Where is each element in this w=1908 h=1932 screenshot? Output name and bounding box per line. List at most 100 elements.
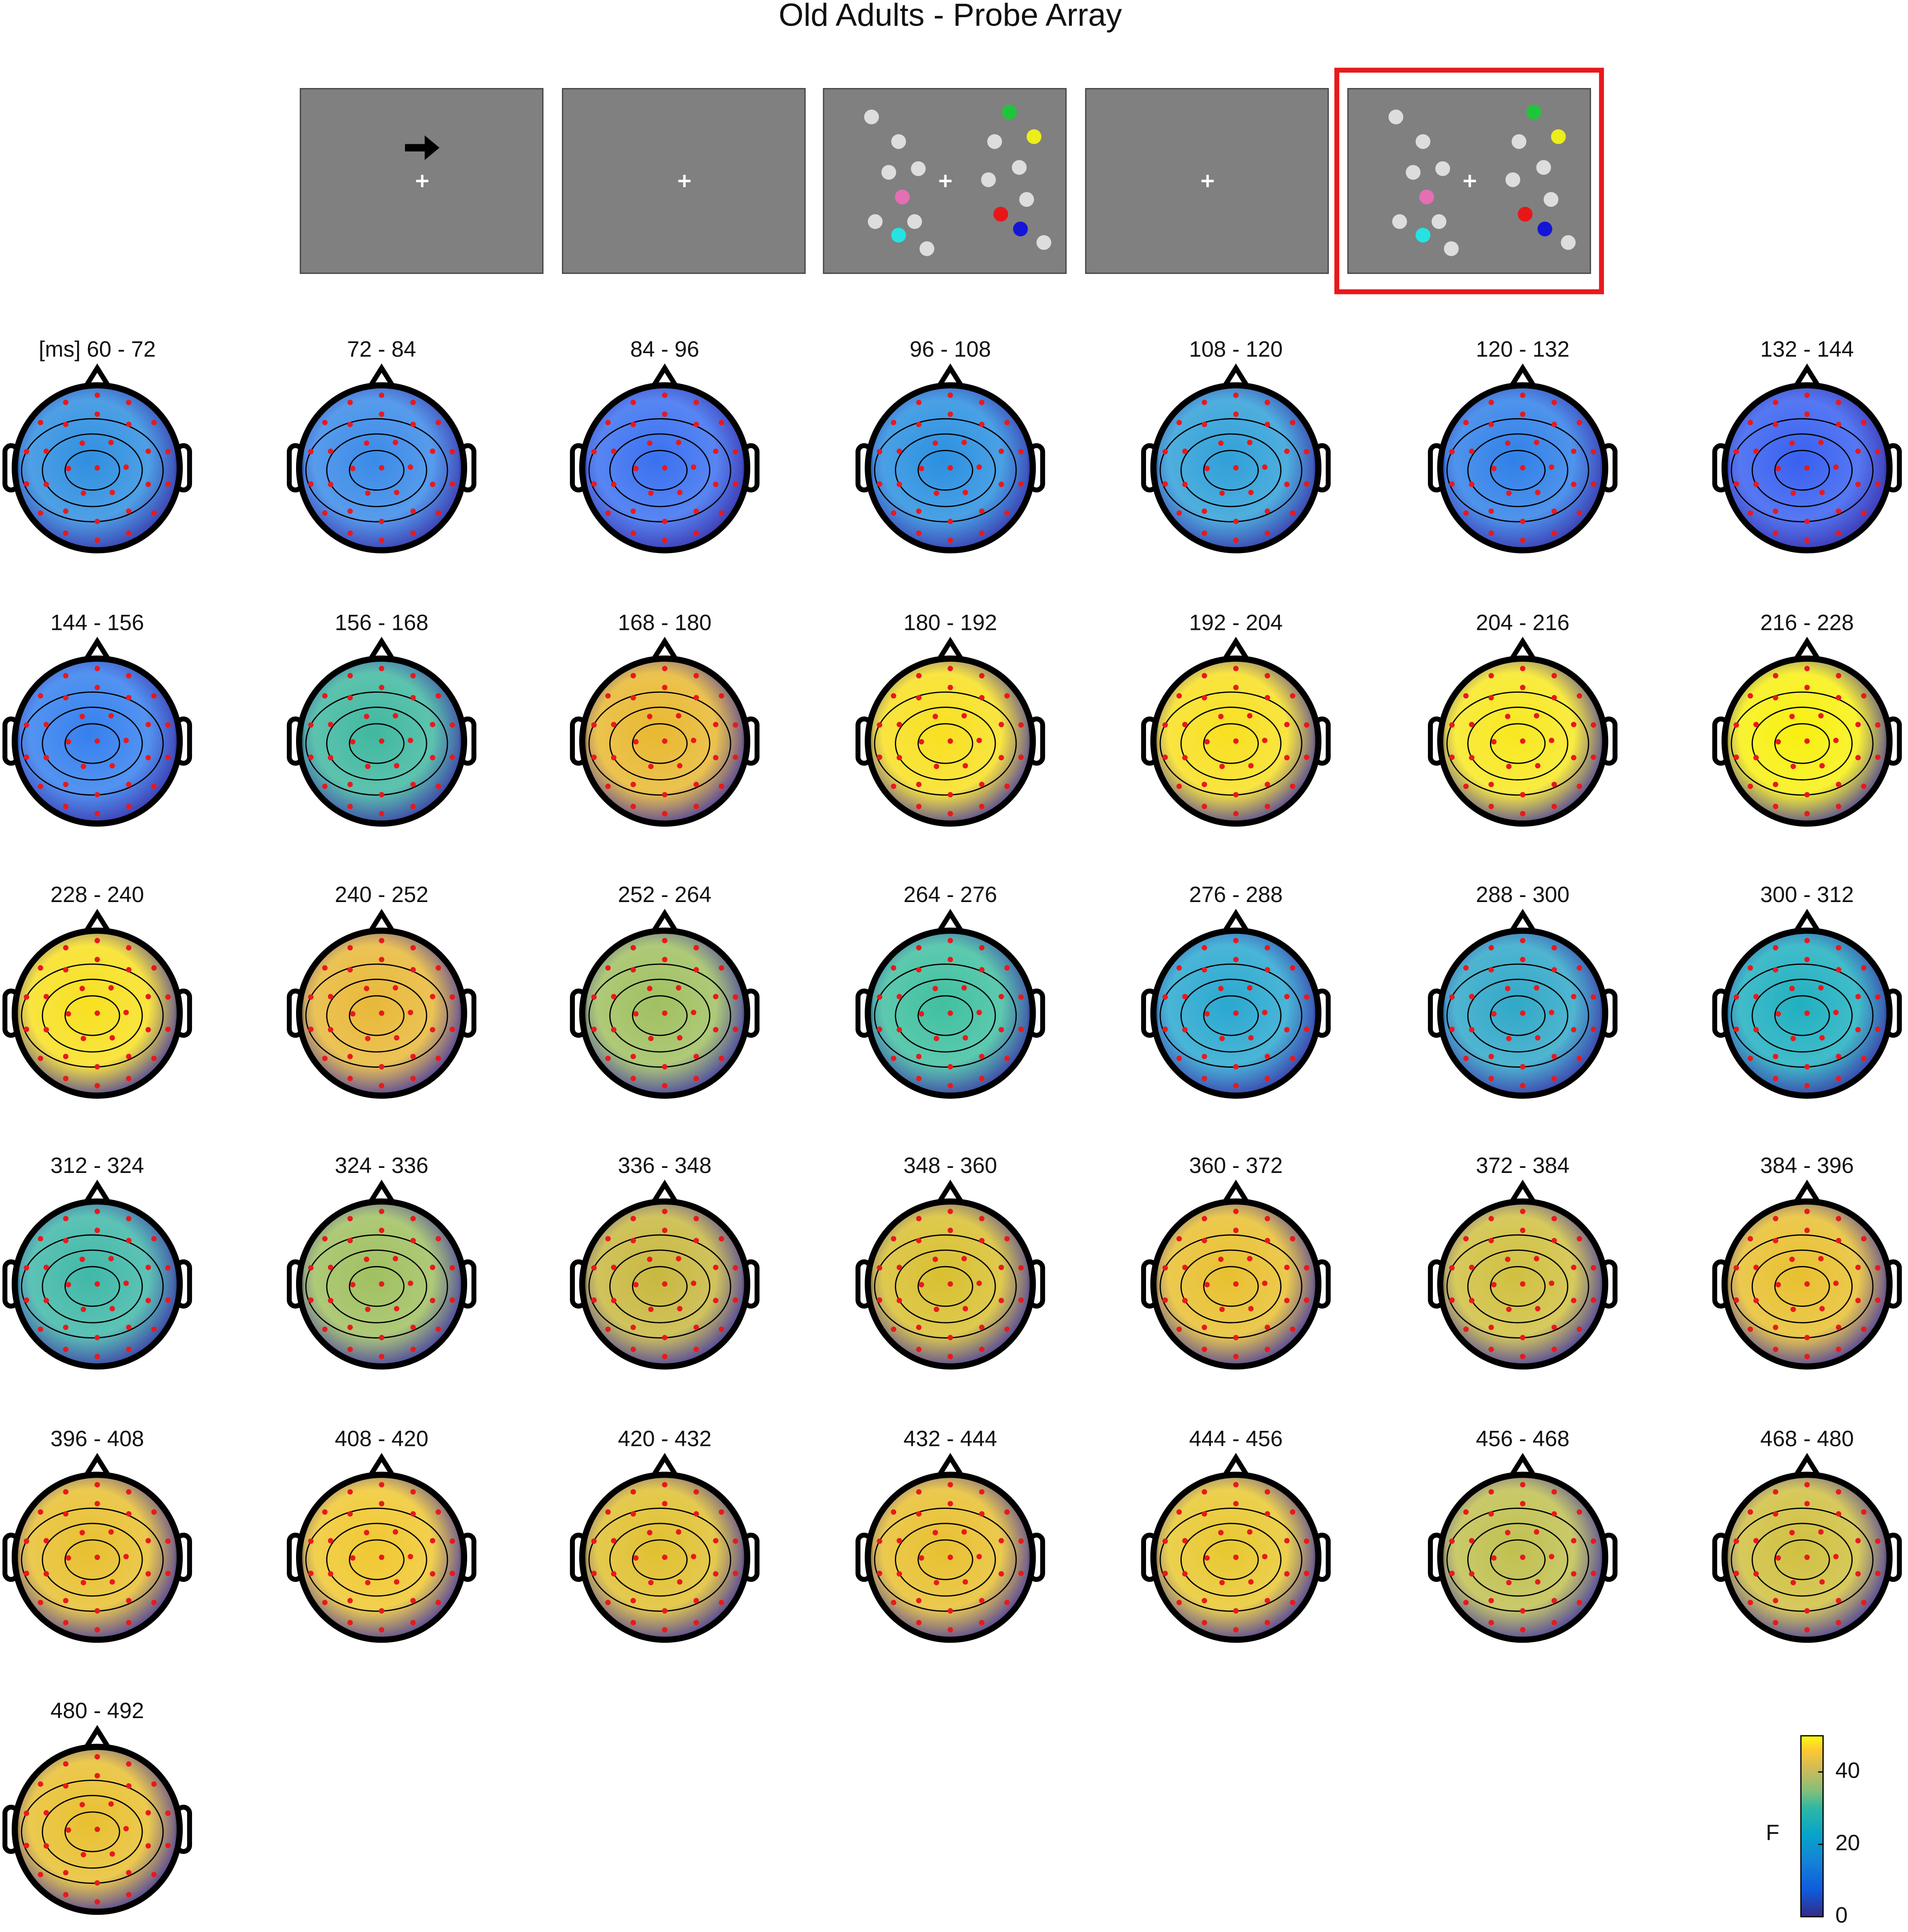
contour-line xyxy=(609,1249,710,1324)
electrode xyxy=(662,1209,668,1214)
contour-line xyxy=(64,1539,120,1580)
electrode xyxy=(1773,508,1778,514)
electrode xyxy=(933,490,939,496)
electrode xyxy=(1520,392,1526,398)
electrode xyxy=(1233,1554,1239,1560)
contour-line xyxy=(1446,1508,1589,1612)
electrode xyxy=(1773,1076,1778,1082)
electrode xyxy=(611,481,617,487)
contour-line xyxy=(1490,450,1546,491)
electrode xyxy=(1004,1056,1010,1061)
electrode xyxy=(1520,938,1526,944)
electrode xyxy=(379,684,385,690)
electrode xyxy=(322,965,328,971)
electrode xyxy=(1835,421,1841,427)
electrode xyxy=(450,994,455,1000)
electrode xyxy=(43,1027,49,1032)
electrode xyxy=(126,695,132,701)
electrode xyxy=(897,1538,902,1544)
electrode xyxy=(1551,1076,1557,1082)
electrode xyxy=(410,1489,416,1495)
electrode xyxy=(1804,811,1810,816)
electrode xyxy=(379,538,385,543)
contour-line xyxy=(1467,1523,1568,1597)
electrode xyxy=(1571,1298,1577,1303)
electrode xyxy=(1861,510,1867,516)
electrode xyxy=(94,1754,100,1760)
electrode xyxy=(1304,1026,1310,1032)
electrode xyxy=(165,754,171,760)
electrode xyxy=(1734,722,1739,728)
contour-line xyxy=(1446,1234,1589,1339)
electrode xyxy=(1463,510,1469,516)
electrode xyxy=(435,1599,441,1605)
contour-line xyxy=(42,433,143,507)
electrode xyxy=(151,1599,157,1605)
electrode xyxy=(126,1761,132,1767)
electrode xyxy=(1201,1511,1207,1517)
electrode xyxy=(876,994,882,1000)
electrode xyxy=(38,1056,44,1061)
electrode xyxy=(328,1027,333,1032)
electrode xyxy=(450,754,455,760)
electrode xyxy=(962,763,968,769)
electrode xyxy=(347,1053,353,1059)
electrode xyxy=(328,481,333,487)
electrode xyxy=(109,1851,115,1857)
electrode xyxy=(1534,985,1539,991)
contour-line xyxy=(1731,691,1874,796)
electrode xyxy=(146,481,151,487)
electrode xyxy=(733,1571,738,1576)
electrode xyxy=(146,1538,151,1544)
electrode xyxy=(1753,1264,1759,1270)
electrode xyxy=(1201,782,1207,788)
colorbar-tick-label: 0 xyxy=(1835,1903,1848,1928)
electrode xyxy=(633,465,639,471)
electrode xyxy=(947,411,953,417)
electrode xyxy=(1773,421,1778,427)
electrode xyxy=(1577,420,1582,426)
electrode xyxy=(947,518,953,524)
contour-line xyxy=(609,1523,710,1597)
electrode xyxy=(1469,1571,1475,1577)
electrode xyxy=(1463,693,1469,699)
electrode xyxy=(347,782,353,788)
electrode xyxy=(947,392,953,398)
electrode xyxy=(94,518,100,524)
electrode xyxy=(1182,1027,1188,1032)
electrode xyxy=(662,1335,668,1341)
electrode xyxy=(1488,1347,1494,1352)
electrode xyxy=(63,1324,69,1330)
electrode xyxy=(151,1781,157,1787)
electrode xyxy=(918,1282,924,1287)
electrode xyxy=(1233,1083,1239,1089)
contour-line xyxy=(609,978,710,1053)
stimulus-dot xyxy=(864,109,879,125)
electrode xyxy=(1551,400,1557,406)
electrode xyxy=(1204,1282,1210,1287)
electrode xyxy=(1734,449,1739,455)
electrode xyxy=(1162,994,1168,1000)
contour-line xyxy=(1774,995,1830,1036)
electrode xyxy=(947,1010,953,1016)
electrode xyxy=(146,1298,151,1303)
electrode xyxy=(379,411,385,417)
electrode xyxy=(1505,713,1510,719)
stimulus-dot xyxy=(1526,104,1541,120)
electrode xyxy=(1469,1027,1475,1032)
electrode xyxy=(719,1236,724,1242)
electrode xyxy=(633,739,639,745)
electrode xyxy=(1004,965,1010,971)
electrode xyxy=(1488,1620,1494,1625)
electrode xyxy=(947,938,953,944)
electrode xyxy=(1233,666,1239,671)
electrode xyxy=(410,945,416,951)
electrode xyxy=(1247,1256,1253,1261)
electrode xyxy=(123,1826,129,1831)
electrode xyxy=(693,945,699,951)
electrode xyxy=(1861,783,1867,789)
stimulus-dot xyxy=(993,207,1009,222)
electrode xyxy=(63,1347,69,1352)
electrode xyxy=(947,738,953,744)
electrode xyxy=(693,400,699,406)
